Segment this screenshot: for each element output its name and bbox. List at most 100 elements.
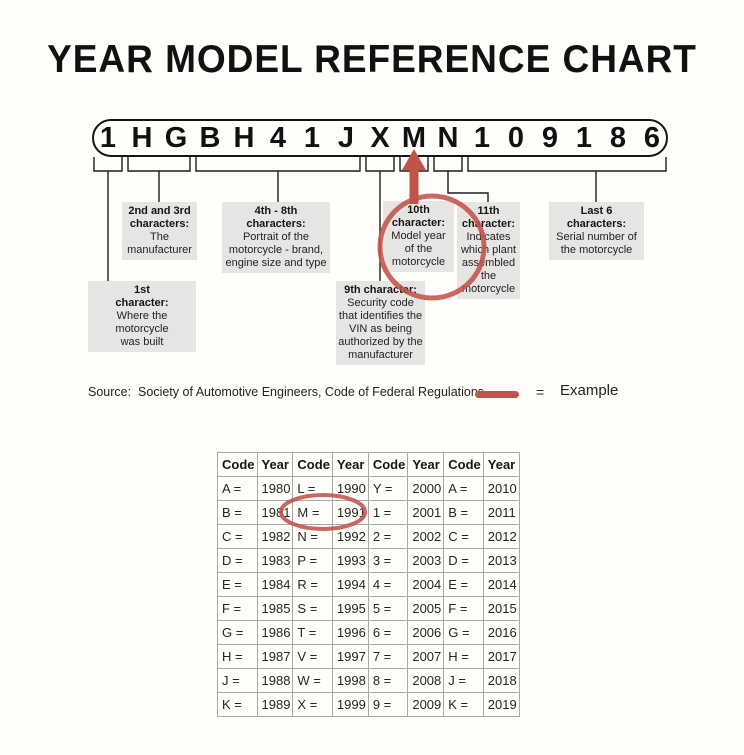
code-cell: 3 = (367, 548, 409, 573)
code-cell: B = (217, 500, 258, 525)
year-cell: 1993 (331, 548, 369, 573)
year-cell: 2005 (407, 596, 445, 621)
code-cell: C = (443, 524, 484, 549)
table-row: C = 1982 N = 1992 2 = 2002 C = 2012 (217, 524, 520, 549)
year-cell: 1988 (256, 668, 294, 693)
year-cell: 1991 (331, 500, 369, 525)
code-cell: W = (292, 668, 333, 693)
code-cell: T = (292, 620, 333, 645)
vin-character-8: J (337, 122, 355, 154)
callout-title: 9th character: (344, 284, 417, 296)
callout-description: The manufacturer (127, 231, 192, 256)
callout-1st-character: 1st character: Where the motorcycle was … (88, 281, 196, 352)
year-cell: 2010 (482, 476, 520, 501)
callout-title: 2nd and 3rd characters: (128, 205, 191, 230)
year-cell: 1989 (256, 692, 294, 717)
code-cell: X = (292, 692, 333, 717)
callout-description: Portrait of the motorcycle - brand, engi… (225, 231, 327, 269)
code-cell: A = (217, 476, 258, 501)
callout-title: 4th - 8th characters: (246, 205, 306, 230)
callout-last-6-characters: Last 6 characters: Serial number of the … (549, 202, 644, 260)
year-cell: 2015 (482, 596, 520, 621)
table-row: K = 1989 X = 1999 9 = 2009 K = 2019 (217, 692, 520, 717)
vin-character-1: 1 (99, 122, 117, 154)
year-cell: 1992 (331, 524, 369, 549)
year-cell: 1990 (331, 476, 369, 501)
year-cell: 1986 (256, 620, 294, 645)
year-cell: 2014 (482, 572, 520, 597)
code-cell: D = (443, 548, 484, 573)
year-cell: 2002 (407, 524, 445, 549)
callout-title: 1st character: (115, 284, 169, 309)
year-cell: 1980 (256, 476, 294, 501)
equals-sign: = (536, 384, 545, 400)
year-cell: 1996 (331, 620, 369, 645)
vin-character-15: 1 (575, 122, 593, 154)
table-row: A = 1980 L = 1990 Y = 2000 A = 2010 (217, 476, 520, 501)
header-cell: Code (217, 452, 258, 477)
callout-4th-8th-characters: 4th - 8th characters: Portrait of the mo… (222, 202, 330, 273)
callout-title: Last 6 characters: (566, 205, 627, 230)
code-cell: F = (217, 596, 258, 621)
code-cell: A = (443, 476, 484, 501)
header-cell: Year (256, 452, 294, 477)
callout-description: Indicates which plant assembled the moto… (460, 231, 517, 295)
code-cell: J = (217, 668, 258, 693)
code-cell: P = (292, 548, 333, 573)
callout-description: Security code that identifies the VIN as… (338, 297, 423, 361)
vin-character-16: 8 (609, 122, 627, 154)
year-cell: 2017 (482, 644, 520, 669)
year-cell: 2009 (407, 692, 445, 717)
year-cell: 1985 (256, 596, 294, 621)
callout-2nd-3rd-characters: 2nd and 3rd characters: The manufacturer (122, 202, 197, 260)
year-cell: 2013 (482, 548, 520, 573)
callout-description: Model year of the motorcycle (391, 230, 446, 268)
table-header-row: Code Year Code Year Code Year Code Year (217, 452, 520, 477)
callout-10th-character: 10th character: Model year of the motorc… (383, 201, 454, 272)
year-cell: 2008 (407, 668, 445, 693)
table-row: G = 1986 T = 1996 6 = 2006 G = 2016 (217, 620, 520, 645)
example-legend-label: Example (560, 382, 619, 399)
year-cell: 2016 (482, 620, 520, 645)
page-title: YEAR MODEL REFERENCE CHART (47, 38, 697, 81)
vin-character-11: N (437, 122, 459, 154)
table-row: D = 1983 P = 1993 3 = 2003 D = 2013 (217, 548, 520, 573)
vin-character-10: M (401, 122, 427, 154)
year-cell: 1981 (256, 500, 294, 525)
year-cell: 2004 (407, 572, 445, 597)
vin-character-6: 4 (269, 122, 287, 154)
callout-title: 10th character: (391, 204, 446, 229)
year-cell: 2003 (407, 548, 445, 573)
vin-character-7: 1 (303, 122, 321, 154)
code-cell: H = (217, 644, 258, 669)
source-note: Source: Society of Automotive Engineers,… (88, 385, 485, 399)
code-cell: 9 = (367, 692, 409, 717)
year-cell: 2007 (407, 644, 445, 669)
code-cell: J = (443, 668, 484, 693)
year-cell: 1987 (256, 644, 294, 669)
year-cell: 2011 (482, 500, 520, 525)
code-cell: M = (292, 500, 333, 525)
table-row: F = 1985 S = 1995 5 = 2005 F = 2015 (217, 596, 520, 621)
callout-description: Serial number of the motorcycle (556, 231, 637, 256)
vin-character-5: H (233, 122, 255, 154)
code-cell: 2 = (367, 524, 409, 549)
code-cell: K = (443, 692, 484, 717)
year-cell: 1999 (331, 692, 369, 717)
code-cell: E = (217, 572, 258, 597)
year-code-table-body: A = 1980 L = 1990 Y = 2000 A = 2010 B = 1981 M = 19… (217, 476, 520, 717)
header-cell: Year (407, 452, 445, 477)
code-cell: S = (292, 596, 333, 621)
callout-11th-character: 11th character: Indicates which plant as… (457, 202, 520, 299)
year-cell: 1983 (256, 548, 294, 573)
callout-title: 11th character: (461, 205, 516, 230)
vin-character-2: H (131, 122, 153, 154)
code-cell: G = (443, 620, 484, 645)
code-cell: N = (292, 524, 333, 549)
table-row: E = 1984 R = 1994 4 = 2004 E = 2014 (217, 572, 520, 597)
year-cell: 2000 (407, 476, 445, 501)
year-cell: 1982 (256, 524, 294, 549)
